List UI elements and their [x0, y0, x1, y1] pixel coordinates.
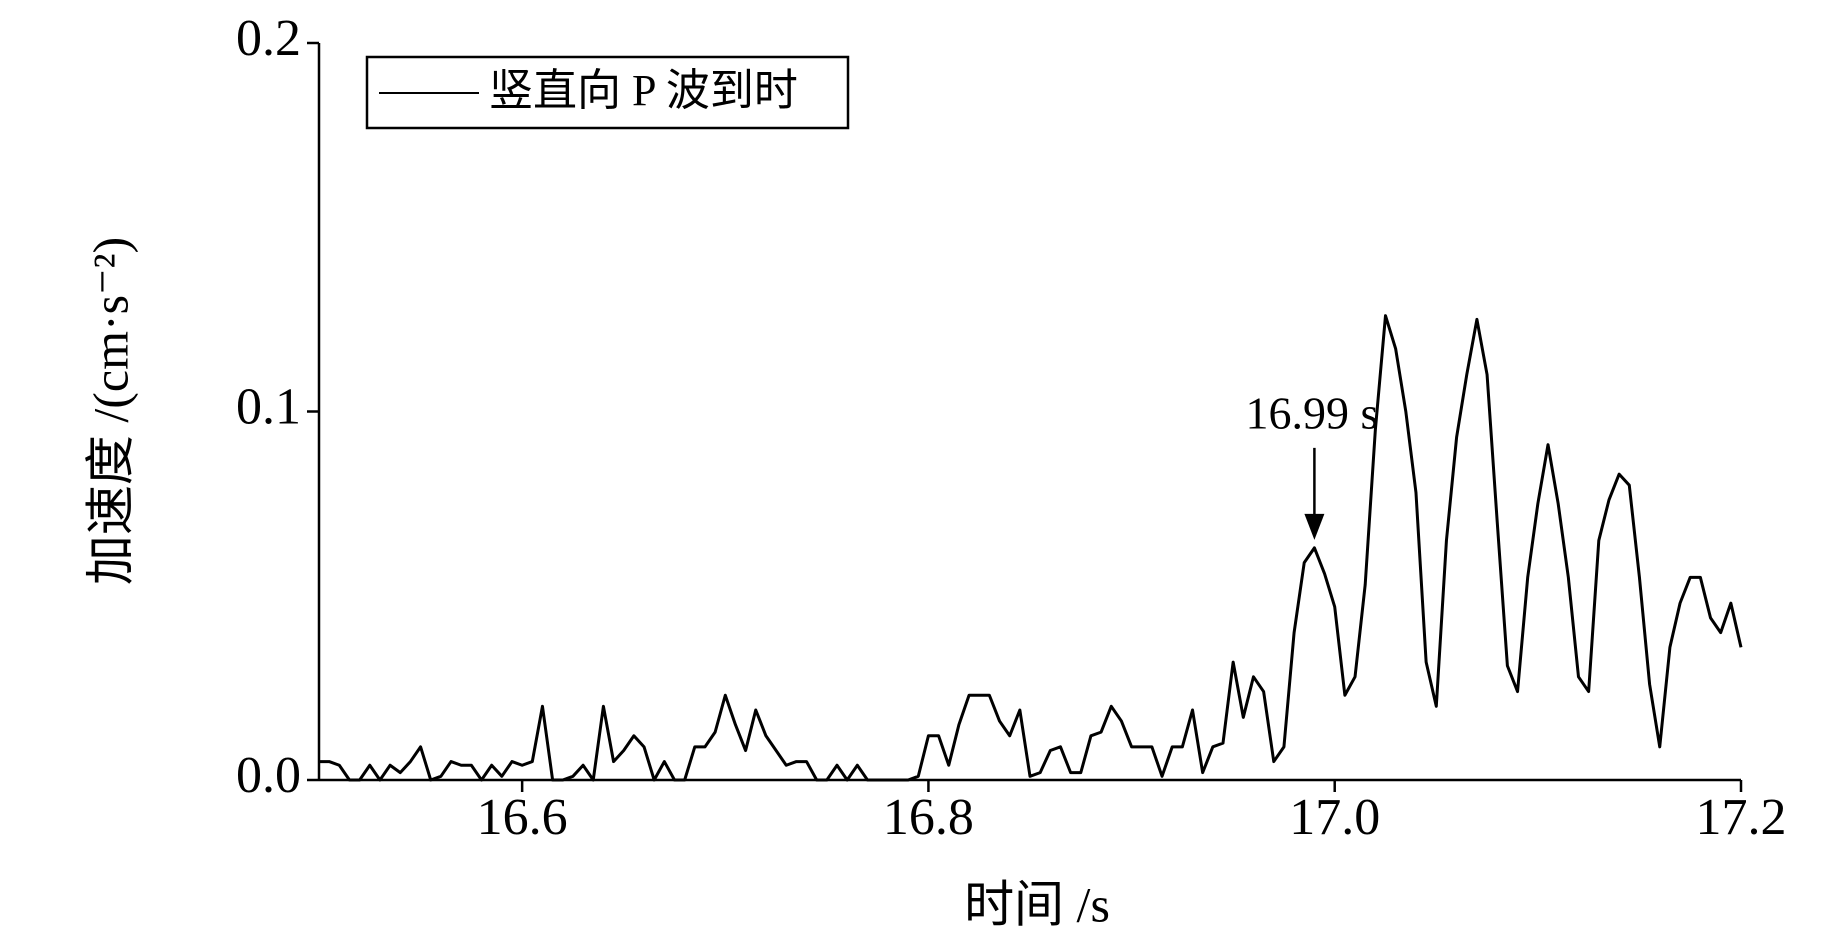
x-tick-label: 16.8: [883, 789, 974, 846]
y-tick-label: 0.1: [236, 378, 301, 435]
y-axis-title: 加速度 /(cm·s⁻²): [82, 237, 138, 585]
annotation-arrowhead: [1304, 513, 1325, 540]
legend-label: 竖直向 P 波到时: [489, 66, 798, 115]
legend-box: [365, 55, 850, 130]
data-line: [319, 314, 1743, 782]
x-tick-label: 17.2: [1696, 789, 1787, 846]
annotation-text: 16.99 s: [1245, 387, 1378, 438]
y-tick-label: 0.2: [236, 10, 301, 67]
x-tick-label: 17.0: [1289, 789, 1380, 846]
x-tick-label: 16.6: [477, 789, 568, 846]
y-tick-label: 0.0: [236, 747, 301, 804]
x-axis-title: 时间 /s: [964, 876, 1110, 932]
